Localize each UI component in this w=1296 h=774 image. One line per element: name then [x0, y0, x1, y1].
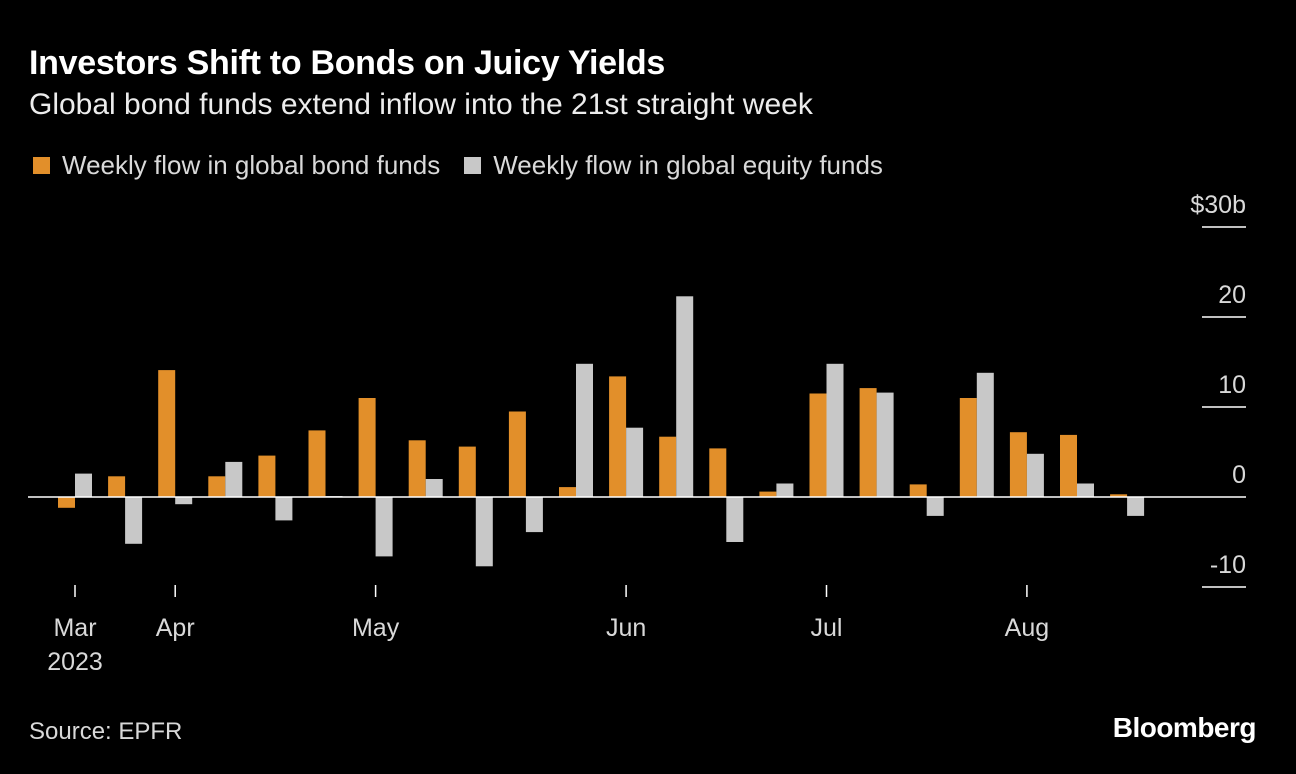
bar-bond — [308, 430, 326, 497]
x-tick-sublabel: 2023 — [47, 648, 103, 676]
bar-bond — [58, 497, 75, 508]
legend-label-bond: Weekly flow in global bond funds — [62, 150, 441, 180]
bar-equity — [475, 497, 493, 567]
x-tick-label: Aug — [1005, 614, 1049, 642]
bar-equity — [726, 497, 744, 542]
source-note: Source: EPFR — [29, 718, 183, 745]
x-tick-label: Jul — [811, 614, 843, 642]
bar-bond — [659, 436, 677, 497]
bar-equity — [676, 296, 694, 497]
x-tick-label: Jun — [606, 614, 646, 642]
legend-label-equity: Weekly flow in global equity funds — [493, 150, 883, 180]
bar-equity — [776, 483, 794, 497]
legend-item-equity: Weekly flow in global equity funds — [464, 150, 883, 181]
y-tick-label: 20 — [1218, 281, 1246, 309]
legend-swatch-bond — [33, 157, 50, 174]
bar-bond — [1009, 432, 1027, 497]
chart-subtitle: Global bond funds extend inflow into the… — [29, 88, 813, 121]
bar-bond — [108, 476, 126, 497]
bar-bond — [759, 491, 777, 497]
x-tick-label: Apr — [156, 614, 195, 642]
bar-bond — [909, 484, 927, 497]
bar-equity — [75, 473, 92, 497]
bar-bond — [158, 370, 176, 497]
legend-swatch-equity — [464, 157, 482, 174]
legend: Weekly flow in global bond funds Weekly … — [33, 150, 907, 181]
bar-equity — [375, 497, 393, 557]
y-tick-label: $30b — [1190, 191, 1246, 219]
bar-bond — [609, 376, 627, 497]
y-tick-label: 0 — [1232, 461, 1246, 489]
bar-bond — [809, 393, 827, 497]
chart-title: Investors Shift to Bonds on Juicy Yields — [29, 44, 666, 82]
bar-equity — [1127, 497, 1145, 516]
bar-equity — [1026, 453, 1044, 497]
bar-bond — [258, 455, 276, 497]
y-tick-label: -10 — [1210, 551, 1246, 579]
bar-bond — [358, 398, 376, 497]
brand-logo: Bloomberg — [1112, 712, 1257, 743]
bar-bond — [709, 448, 727, 497]
bar-bond — [859, 388, 877, 497]
bar-bond — [458, 446, 476, 497]
bar-equity — [125, 497, 143, 544]
x-tick-label: May — [352, 614, 400, 642]
bar-bond — [208, 476, 226, 497]
bar-equity — [525, 497, 543, 533]
legend-item-bond: Weekly flow in global bond funds — [33, 150, 440, 181]
y-tick-label: 10 — [1218, 371, 1246, 399]
bar-equity — [1077, 483, 1094, 497]
bar-equity — [175, 497, 193, 505]
bar-bond — [1110, 494, 1128, 497]
bar-bond — [508, 411, 526, 497]
bar-equity — [275, 497, 293, 521]
bar-bond — [959, 398, 977, 497]
bar-bond — [559, 487, 576, 497]
bar-equity — [826, 363, 844, 497]
bar-equity — [576, 363, 593, 497]
bar-equity — [876, 392, 894, 497]
x-tick-label: Mar — [53, 614, 96, 642]
bar-equity — [425, 479, 443, 497]
bar-equity — [225, 461, 243, 497]
bar-equity — [926, 497, 944, 516]
bar-bond — [408, 440, 426, 497]
bar-bond — [1060, 434, 1077, 497]
bar-equity — [626, 427, 644, 497]
bar-equity — [976, 372, 994, 497]
